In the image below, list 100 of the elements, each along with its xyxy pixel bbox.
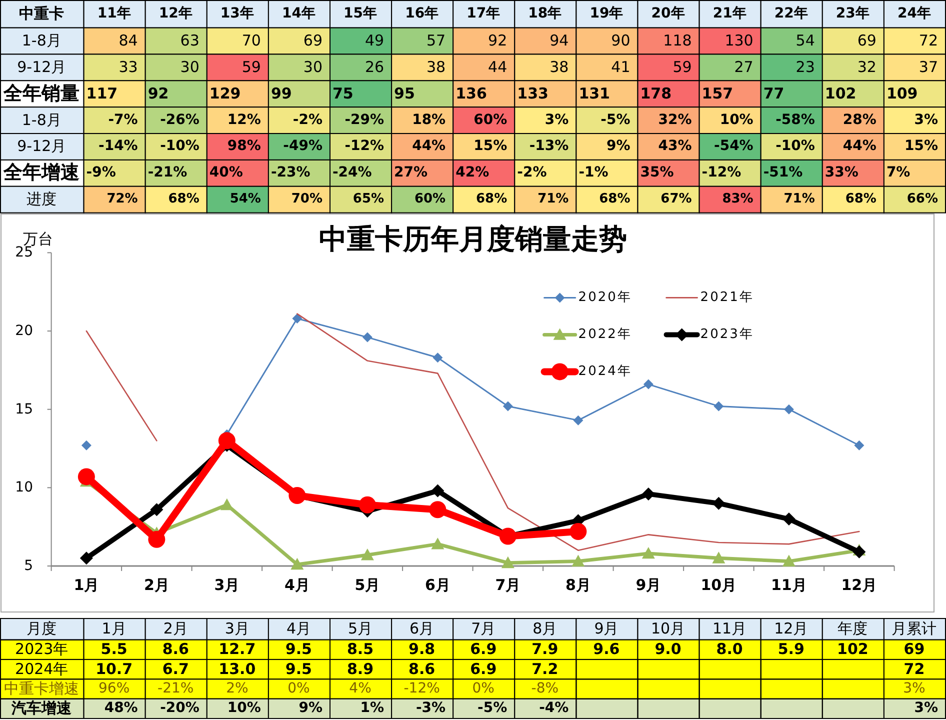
data-label: 48% (104, 700, 138, 716)
data-label: 15% (904, 138, 938, 154)
data-label: -7% (108, 112, 138, 128)
data-label: 69 (303, 32, 322, 50)
data-label: 9.5 (285, 660, 312, 678)
point (358, 496, 376, 514)
y-tick-label: 20 (15, 323, 33, 340)
data-label: 129 (209, 84, 241, 102)
data-label: -26% (160, 112, 200, 128)
x-tick-label: 7月 (495, 576, 521, 594)
point (431, 484, 444, 498)
point (432, 352, 443, 363)
data-label: 130 (724, 32, 754, 50)
data-label: -51% (763, 164, 803, 181)
point (431, 538, 444, 550)
data-label: 6.9 (470, 640, 497, 658)
data-label: 7.2 (532, 660, 558, 678)
data-label: -14% (98, 138, 138, 154)
data-label: 10% (720, 112, 754, 128)
x-tick-label: 6月 (424, 576, 450, 594)
point (712, 496, 726, 510)
data-label: 94 (550, 32, 569, 50)
data-label: -13% (529, 138, 569, 154)
data-label: 9.8 (408, 640, 436, 658)
x-tick-label: 10月 (700, 576, 737, 594)
data-label: 72% (106, 192, 138, 207)
data-label: 157 (702, 84, 734, 102)
data-label: -24% (332, 164, 372, 181)
x-tick-label: 月累计 (892, 620, 937, 638)
point (148, 530, 166, 548)
data-label: 96% (98, 680, 130, 696)
data-label: 109 (886, 84, 918, 102)
legend-label: 2022年 (578, 327, 632, 342)
point (854, 440, 864, 450)
y-tick-label: 5 (24, 558, 33, 574)
x-tick-label: 8月 (565, 576, 591, 594)
data-label: 3% (914, 112, 938, 128)
y-tick-label: 1-8月 (22, 110, 62, 129)
point (429, 501, 446, 518)
x-tick-label: 23年 (836, 6, 870, 22)
data-label: 44% (842, 138, 876, 154)
data-label: -10% (160, 138, 200, 154)
data-label: 0% (472, 680, 494, 696)
point (852, 545, 866, 558)
x-tick-label: 1月 (74, 576, 100, 594)
x-tick-label: 14年 (282, 6, 316, 22)
x-tick-label: 2月 (144, 576, 170, 594)
data-label: 38 (550, 58, 569, 76)
data-label: 90 (611, 32, 630, 50)
data-label: -8% (531, 680, 559, 696)
data-label: 1% (360, 700, 384, 716)
y-tick-label: 进度 (26, 190, 57, 208)
legend-label: 2020年 (578, 290, 632, 306)
data-label: 9.5 (285, 640, 312, 658)
y-tick-label: 汽车增速 (10, 699, 73, 718)
data-label: 70% (291, 192, 322, 207)
x-tick-label: 5月 (354, 576, 380, 594)
point (220, 498, 234, 510)
x-tick-label: 17年 (466, 6, 500, 22)
x-tick-label: 4月 (286, 620, 311, 638)
data-label: 118 (663, 32, 692, 50)
point (80, 552, 93, 565)
point (784, 404, 794, 414)
data-label: 43% (658, 138, 692, 154)
data-label: -20% (160, 700, 200, 716)
data-label: 5.9 (778, 640, 804, 658)
y-tick-label: 9-12月 (17, 58, 66, 76)
data-label: -4% (539, 700, 569, 716)
data-label: 44 (488, 58, 508, 76)
data-label: 32 (857, 58, 876, 76)
point (292, 313, 302, 324)
x-tick-label: 11月 (712, 620, 747, 638)
x-tick-label: 12年 (158, 6, 192, 22)
data-label: 95 (394, 84, 415, 102)
data-label: 41 (611, 58, 630, 76)
data-label: -12% (344, 138, 384, 154)
data-label: -5% (600, 112, 630, 128)
point (360, 548, 374, 560)
y-tick-label: 全年销量 (2, 82, 80, 104)
data-label: 69 (904, 640, 925, 658)
data-label: -29% (344, 112, 384, 128)
x-tick-label: 9月 (594, 620, 619, 638)
x-tick-label: 21年 (712, 6, 746, 22)
x-axis-title: 月度 (26, 620, 57, 638)
point (288, 487, 306, 504)
data-label: -54% (714, 138, 754, 154)
data-label: 133 (517, 84, 548, 102)
data-label: 10% (227, 700, 261, 716)
data-label: 9% (298, 700, 322, 716)
data-label: 83% (722, 192, 754, 207)
data-label: 131 (578, 84, 610, 102)
data-label: -21% (148, 164, 188, 181)
point (362, 332, 372, 342)
data-label: 23 (796, 58, 815, 76)
data-label: -5% (478, 700, 508, 716)
data-label: 3% (544, 112, 569, 128)
data-label: 60% (414, 192, 446, 207)
point (712, 552, 726, 564)
x-tick-label: 12月 (841, 576, 878, 594)
data-label: 8.0 (716, 640, 743, 658)
